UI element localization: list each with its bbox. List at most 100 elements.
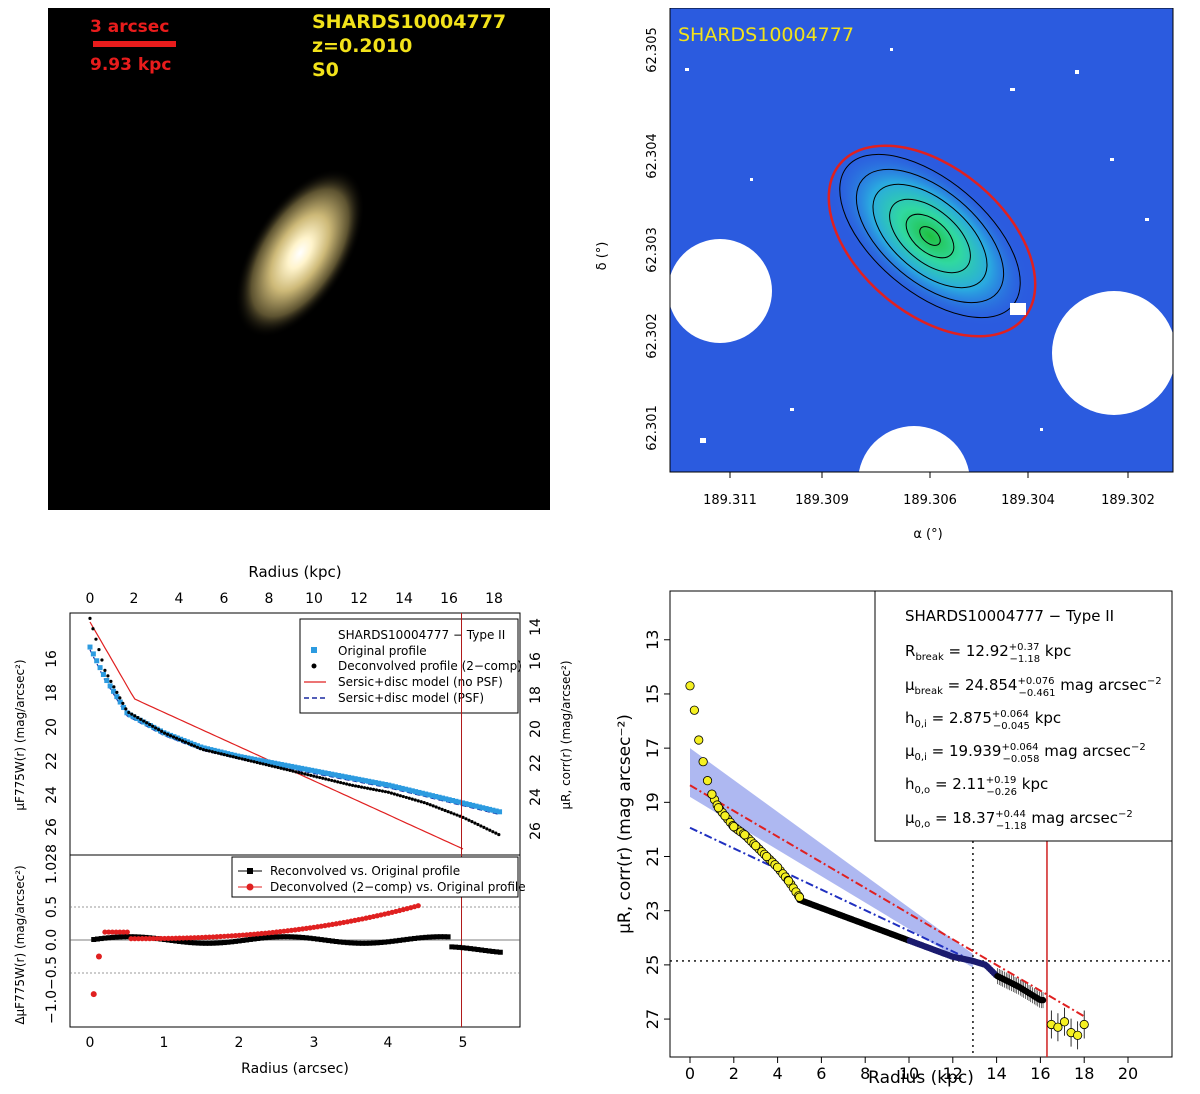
original-profile-point xyxy=(413,789,419,795)
left-ytick: 24 xyxy=(44,786,60,804)
residual-point-red xyxy=(128,936,134,942)
left-y-label: μF775W(r) (mag/arcsec²) xyxy=(13,659,27,810)
residual-point-red xyxy=(109,929,115,935)
original-profile-point xyxy=(298,765,304,771)
original-profile-point xyxy=(369,779,375,785)
deconvolved-profile-point xyxy=(240,757,244,761)
residual-point-black xyxy=(479,947,485,953)
residual-point-black xyxy=(214,940,220,946)
deconvolved-profile-point xyxy=(425,801,429,806)
deconvolved-profile-point xyxy=(118,696,122,700)
map-x-ticks: 189.311 189.309 189.306 189.304 189.302 xyxy=(703,493,1155,508)
param-unit-exp: −2 xyxy=(1118,809,1133,820)
residual-point-black xyxy=(482,948,488,954)
original-profile-point xyxy=(439,795,445,801)
deconvolved-profile-point xyxy=(446,810,450,814)
deconvolved-profile-point xyxy=(386,790,390,794)
original-profile-point xyxy=(470,802,476,808)
param-symbol: h xyxy=(905,775,915,793)
left-ytick: 18 xyxy=(44,684,60,702)
original-profile-point xyxy=(322,770,328,776)
residual-point-black xyxy=(180,939,186,945)
map-xtick: 189.302 xyxy=(1101,493,1155,508)
profile-point-yellow xyxy=(720,811,730,821)
residual-point-red xyxy=(244,932,250,938)
deconvolved-profile-point xyxy=(339,780,343,785)
original-profile-point xyxy=(436,794,442,800)
deconvolved-profile-point xyxy=(192,744,197,748)
break-xtick: 4 xyxy=(773,1064,783,1083)
break-xtick: 16 xyxy=(1030,1064,1050,1083)
original-profile-point xyxy=(124,710,130,716)
profile-point-yellow xyxy=(1073,1030,1083,1040)
residual-point-black xyxy=(374,940,380,946)
original-profile-point xyxy=(278,762,284,768)
deconvolved-profile-point xyxy=(142,719,146,723)
deconvolved-profile-point xyxy=(413,798,417,802)
deconvolved-profile-point xyxy=(204,748,208,752)
profile-point-yellow xyxy=(702,776,713,786)
original-profile-point xyxy=(208,747,214,753)
original-profile-point xyxy=(87,644,93,650)
galaxy-body xyxy=(235,168,365,338)
deconvolved-profile-point xyxy=(461,815,465,819)
map-xtick: 189.306 xyxy=(903,493,957,508)
residual-point-black xyxy=(460,945,466,951)
original-profile-point xyxy=(221,750,227,756)
top-xtick: 0 xyxy=(86,591,95,607)
deconvolved-profile-point xyxy=(157,728,161,732)
deconvolved-profile-point xyxy=(407,796,411,800)
break-x-ticks: 0 2 4 6 8 10 12 14 16 18 20 xyxy=(685,1057,1138,1083)
residual-point-black xyxy=(274,934,279,940)
map-ytick: 62.302 xyxy=(645,313,660,359)
param-err-lower: −0.26 xyxy=(986,787,1017,798)
deconvolved-profile-point xyxy=(371,787,376,791)
param-value: = 19.939 xyxy=(927,742,1002,760)
profile-point-yellow xyxy=(1059,1017,1070,1027)
residual-point-red xyxy=(217,933,224,940)
param-err-lower: −0.045 xyxy=(993,721,1030,732)
original-profile-point xyxy=(251,756,257,762)
deconvolved-profile-point xyxy=(312,774,316,778)
param-subscript: 0,o xyxy=(915,785,931,796)
residual-point-red xyxy=(135,936,142,942)
original-profile-point xyxy=(423,791,429,797)
param-mu-break: μbreak = 24.854+0.076 −0.461 mag arcsec−2 xyxy=(905,676,1162,699)
break-profile-panel: SHARDS10004777 − Type II Rbreak = 12.92+… xyxy=(600,555,1200,1090)
deconvolved-profile-point xyxy=(368,787,373,791)
original-profile-point xyxy=(389,783,395,789)
original-profile-point xyxy=(476,804,482,810)
profile-point-yellow xyxy=(794,892,805,902)
original-profile-point xyxy=(329,771,335,777)
deconvolved-profile-point xyxy=(383,790,388,794)
residual-y-ticks: 1.0 0.5 0.0 −0.5 −1.0 xyxy=(44,862,60,1024)
residual-point-black xyxy=(177,938,183,944)
param-err-lower: −1.18 xyxy=(1009,654,1040,665)
param-value: = 2.11 xyxy=(930,775,986,793)
deconvolved-profile-point xyxy=(434,805,438,809)
residual-ytick: 0.0 xyxy=(44,929,60,951)
break-profile-chart: SHARDS10004777 − Type II Rbreak = 12.92+… xyxy=(615,590,1173,1088)
residual-point-black xyxy=(378,940,384,946)
deconvolved-profile-point xyxy=(428,803,432,807)
residual-ytick: −0.5 xyxy=(44,956,60,990)
deconvolved-profile-point xyxy=(249,759,253,763)
residual-point-red xyxy=(162,935,168,942)
deconvolved-profile-point xyxy=(121,701,125,705)
param-unit: mag arcsec xyxy=(1055,676,1146,694)
residual-point-black xyxy=(467,946,473,952)
inner-fit-band xyxy=(690,748,973,968)
residual-point-black xyxy=(94,936,100,942)
right-y-label: μR, corr(r) (mag/arcsec²) xyxy=(559,660,573,809)
deconvolved-profile-point xyxy=(449,811,453,815)
param-unit-exp: −2 xyxy=(1147,676,1162,687)
param-unit: mag arcsec xyxy=(1027,809,1118,827)
deconvolved-profile-point xyxy=(160,729,164,733)
residual-point-black xyxy=(244,937,250,943)
bottom-xtick: 4 xyxy=(384,1035,393,1051)
deconvolved-profile-point xyxy=(222,753,226,757)
residual-point-black xyxy=(423,934,429,940)
param-err-lower: −0.461 xyxy=(1018,688,1055,699)
deconvolved-profile-point xyxy=(294,770,298,774)
deconvolved-profile-point xyxy=(306,773,310,777)
